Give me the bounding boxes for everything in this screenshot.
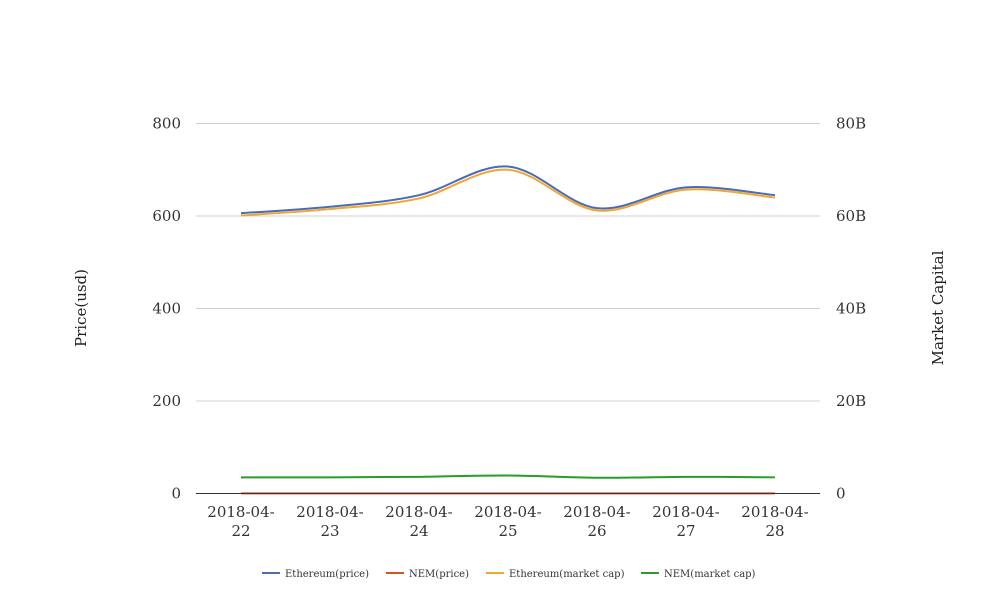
left-axis-ticks: 0 200 400 600 800 bbox=[152, 115, 181, 503]
legend-item[interactable]: NEM(market cap) bbox=[641, 569, 756, 580]
x-tick-label: 2018-04-26 bbox=[563, 503, 630, 540]
x-tick-label: 2018-04-27 bbox=[652, 503, 719, 540]
right-tick-label: 0 bbox=[836, 485, 846, 503]
x-axis-ticks: 2018-04-22 2018-04-23 2018-04-24 2018-04-25… bbox=[207, 503, 808, 540]
series-lines bbox=[240, 165, 776, 495]
left-tick-label: 200 bbox=[152, 392, 181, 410]
series-line-ethereum-market-cap bbox=[240, 168, 776, 217]
legend-label: NEM(market cap) bbox=[664, 569, 756, 580]
legend-item[interactable]: Ethereum(price) bbox=[262, 569, 369, 580]
legend-item[interactable]: Ethereum(market cap) bbox=[486, 569, 625, 580]
right-axis-ticks: 0 20B 40B 60B 80B bbox=[836, 115, 866, 503]
x-tick-label: 2018-04-22 bbox=[207, 503, 274, 540]
x-tick-label: 2018-04-23 bbox=[296, 503, 363, 540]
x-tick-label: 2018-04-28 bbox=[741, 503, 808, 540]
series-line-ethereum-price bbox=[240, 165, 776, 215]
right-tick-label: 20B bbox=[836, 392, 866, 410]
right-tick-label: 40B bbox=[836, 300, 866, 318]
legend-label: Ethereum(price) bbox=[285, 569, 369, 580]
left-tick-label: 0 bbox=[171, 485, 181, 503]
legend: Ethereum(price) NEM(price) Ethereum(market… bbox=[262, 569, 756, 580]
left-tick-label: 400 bbox=[152, 300, 181, 318]
right-tick-label: 60B bbox=[836, 207, 866, 225]
left-tick-label: 800 bbox=[152, 115, 181, 133]
legend-label: Ethereum(market cap) bbox=[509, 569, 625, 580]
right-axis-title: Market Capital bbox=[929, 250, 947, 365]
gridlines bbox=[196, 123, 820, 402]
x-tick-label: 2018-04-25 bbox=[474, 503, 541, 540]
right-tick-label: 80B bbox=[836, 115, 866, 133]
left-tick-label: 600 bbox=[152, 207, 181, 225]
series-line-nem-market-cap bbox=[240, 474, 776, 479]
left-axis-title: Price(usd) bbox=[72, 269, 90, 347]
legend-label: NEM(price) bbox=[409, 569, 469, 580]
legend-item[interactable]: NEM(price) bbox=[386, 569, 469, 580]
x-tick-label: 2018-04-24 bbox=[385, 503, 452, 540]
